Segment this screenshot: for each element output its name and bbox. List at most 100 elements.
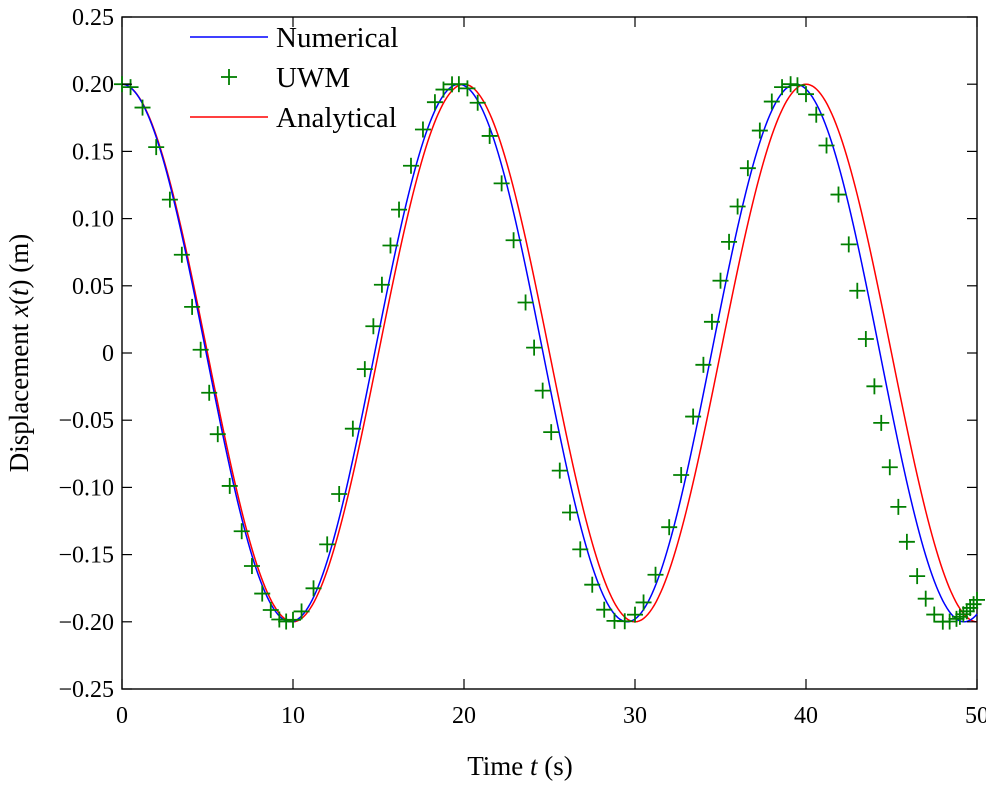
y-tick-label: −0.25: [58, 677, 114, 703]
uwm-marker: [909, 568, 926, 585]
y-tick-label: 0.15: [72, 139, 114, 165]
uwm-marker: [543, 424, 560, 441]
x-tick-label: 10: [281, 703, 305, 729]
uwm-marker: [373, 276, 390, 293]
uwm-marker: [481, 127, 498, 144]
uwm-marker: [751, 122, 768, 139]
uwm-marker: [331, 485, 348, 502]
uwm-marker: [319, 536, 336, 553]
uwm-marker: [917, 590, 934, 607]
uwm-marker: [729, 198, 746, 215]
uwm-marker: [926, 606, 943, 623]
uwm-marker: [233, 523, 250, 540]
uwm-marker: [209, 426, 226, 443]
uwm-marker: [505, 232, 522, 249]
uwm-marker: [414, 121, 431, 138]
uwm-marker: [881, 459, 898, 476]
uwm-marker: [201, 384, 218, 401]
y-tick-label: 0.20: [72, 72, 114, 98]
uwm-marker: [192, 341, 209, 358]
uwm-marker: [965, 596, 982, 613]
x-tick-label: 30: [623, 703, 647, 729]
uwm-marker: [627, 606, 643, 623]
legend: Numerical UWM Analytical: [190, 22, 398, 134]
series-markers-uwm: [114, 76, 985, 630]
uwm-marker: [450, 76, 467, 93]
uwm-marker: [703, 313, 720, 330]
uwm-marker: [830, 186, 847, 203]
x-tick-label: 50: [965, 703, 986, 729]
uwm-marker: [969, 591, 985, 608]
y-tick-label: 0.10: [72, 207, 114, 233]
y-tick-label: 0: [102, 341, 114, 367]
uwm-marker: [402, 157, 419, 174]
uwm-marker: [840, 236, 857, 253]
uwm-marker: [685, 408, 702, 425]
uwm-marker: [616, 613, 633, 630]
uwm-marker: [818, 137, 835, 154]
uwm-marker: [673, 467, 690, 484]
uwm-marker: [572, 541, 589, 558]
uwm-marker: [866, 378, 883, 395]
uwm-marker: [305, 580, 322, 597]
y-tick-label: −0.20: [58, 610, 114, 636]
uwm-marker: [534, 382, 551, 399]
series-line-numerical: [121, 83, 978, 623]
y-tick-label: 0.25: [72, 5, 114, 31]
uwm-marker: [285, 611, 301, 628]
x-tick-label: 20: [452, 703, 476, 729]
uwm-marker: [661, 519, 678, 536]
uwm-marker: [551, 462, 568, 479]
uwm-marker: [469, 94, 486, 111]
uwm-marker: [584, 576, 601, 593]
axis-labels: Time t (s) Displacement x(t) (m): [4, 234, 573, 781]
uwm-marker: [739, 160, 756, 177]
x-axis-label: Time t (s): [467, 751, 573, 781]
uwm-marker: [958, 603, 975, 620]
uwm-marker: [262, 601, 279, 618]
uwm-marker: [184, 298, 201, 315]
series-line-analytical: [121, 83, 978, 623]
uwm-marker: [517, 294, 534, 311]
uwm-marker: [763, 93, 780, 110]
uwm-marker: [789, 77, 806, 94]
uwm-marker: [774, 79, 791, 96]
axis-ticks: −0.25 −0.20 −0.15 −0.10 −0.05 0 0.05 0.10 0.15 0.…: [58, 5, 986, 729]
legend-label-uwm: UWM: [276, 62, 350, 94]
uwm-marker: [254, 585, 271, 602]
uwm-marker: [596, 601, 613, 618]
legend-label-analytical: Analytical: [276, 102, 397, 134]
x-tick-label: 40: [794, 703, 818, 729]
uwm-marker: [278, 613, 295, 630]
uwm-marker: [243, 558, 260, 575]
uwm-marker: [857, 331, 874, 348]
y-tick-label: −0.15: [58, 543, 114, 569]
uwm-marker: [647, 566, 664, 583]
uwm-marker: [271, 611, 288, 628]
uwm-marker: [955, 606, 972, 623]
y-tick-label: −0.10: [58, 475, 114, 501]
uwm-marker: [635, 594, 652, 611]
uwm-marker: [873, 414, 890, 431]
uwm-marker: [161, 191, 178, 208]
uwm-marker: [435, 81, 452, 98]
y-axis-label: Displacement x(t) (m): [4, 234, 34, 472]
uwm-marker: [344, 420, 361, 437]
uwm-marker: [782, 76, 799, 93]
uwm-marker: [391, 201, 408, 218]
uwm-marker: [898, 533, 915, 550]
uwm-marker: [122, 79, 139, 96]
uwm-marker: [293, 603, 310, 620]
uwm-marker: [382, 237, 399, 254]
uwm-marker: [148, 139, 165, 156]
legend-label-numerical: Numerical: [276, 22, 398, 54]
legend-swatch-uwm: [221, 69, 237, 85]
uwm-marker: [221, 477, 238, 494]
uwm-marker: [849, 282, 866, 299]
uwm-marker: [493, 175, 510, 192]
uwm-marker: [941, 613, 958, 630]
uwm-marker: [808, 106, 825, 123]
uwm-marker: [962, 599, 979, 616]
